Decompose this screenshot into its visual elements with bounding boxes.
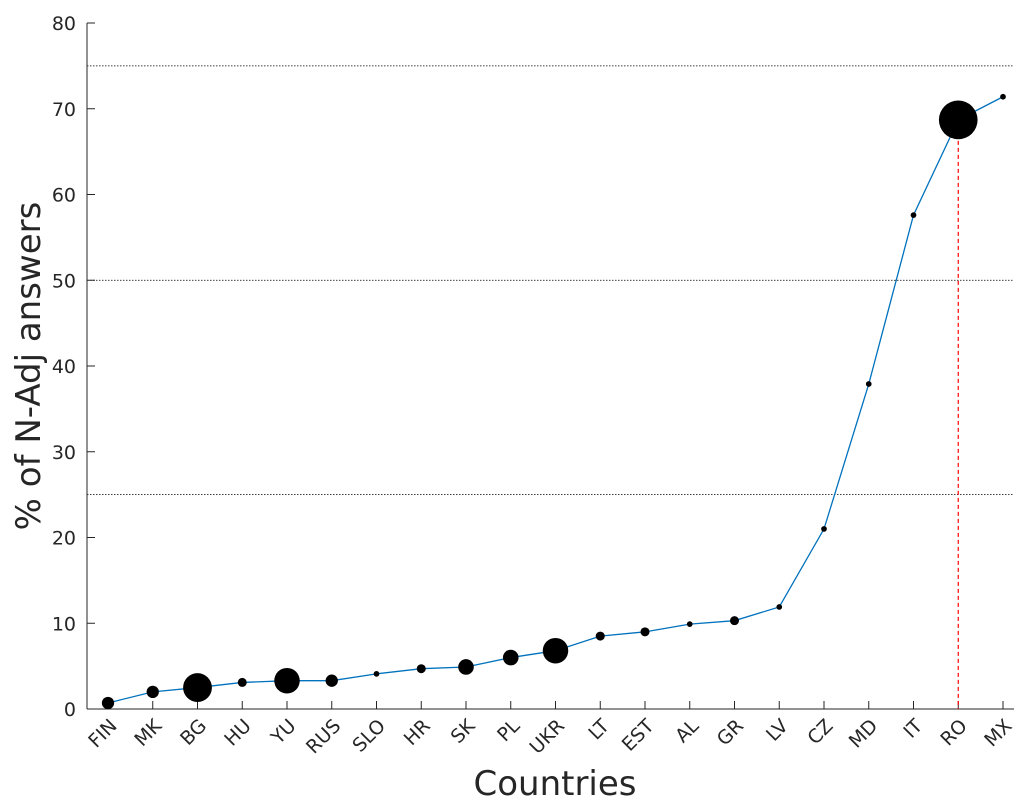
x-tick-label: UKR bbox=[525, 715, 569, 759]
y-axis-title: % of N-Adj answers bbox=[9, 202, 49, 531]
y-tick-label: 70 bbox=[52, 99, 76, 121]
series bbox=[102, 94, 1006, 709]
y-tick-label: 30 bbox=[52, 442, 76, 464]
y-tick-label: 80 bbox=[52, 13, 76, 35]
y-tick-label: 20 bbox=[52, 528, 76, 550]
data-point bbox=[458, 659, 474, 675]
data-point bbox=[543, 638, 569, 664]
x-tick-label: BG bbox=[176, 715, 211, 750]
x-tick-label: MX bbox=[980, 715, 1014, 751]
x-tick-label: LV bbox=[762, 715, 793, 746]
x-tick-label: GR bbox=[713, 715, 748, 750]
y-tick-label: 50 bbox=[52, 270, 76, 292]
data-point bbox=[238, 678, 247, 687]
x-tick-label: RUS bbox=[302, 715, 345, 758]
data-point bbox=[326, 675, 338, 687]
y-tick-label: 0 bbox=[64, 699, 76, 721]
data-point bbox=[776, 604, 782, 610]
data-point bbox=[374, 671, 380, 677]
reference-lines bbox=[87, 66, 1014, 495]
series-line bbox=[108, 97, 1003, 703]
data-point bbox=[274, 668, 300, 694]
data-point bbox=[821, 526, 827, 532]
x-tick-label: IT bbox=[899, 715, 927, 743]
x-tick-label: MK bbox=[130, 715, 166, 751]
x-tick-label: AL bbox=[671, 715, 704, 748]
x-tick-label: HR bbox=[400, 715, 435, 750]
x-tick-label: CZ bbox=[803, 715, 837, 749]
y-tick-label: 60 bbox=[52, 185, 76, 207]
data-point bbox=[687, 621, 693, 627]
x-tick-label: HU bbox=[220, 715, 255, 750]
data-point bbox=[183, 673, 212, 702]
data-point bbox=[641, 627, 650, 636]
y-axis: 0 10 20 30 40 50 60 70 80 bbox=[52, 13, 95, 721]
x-tick-label: SK bbox=[447, 715, 480, 748]
x-tick-label: LT bbox=[584, 715, 614, 745]
data-point bbox=[911, 212, 917, 218]
x-tick-label: SLO bbox=[348, 715, 390, 757]
x-axis-title: Countries bbox=[473, 764, 636, 798]
x-tick-label: FIN bbox=[84, 715, 121, 752]
data-point bbox=[596, 632, 605, 641]
x-axis: FIN MK BG HU YU RUS SLO HR SK PL UKR LT EST AL GR LV CZ M… bbox=[84, 701, 1014, 759]
x-tick-label: EST bbox=[618, 715, 659, 756]
x-tick-label: YU bbox=[266, 715, 300, 749]
y-tick-label: 40 bbox=[52, 356, 76, 378]
data-point bbox=[102, 697, 114, 709]
x-tick-label: PL bbox=[493, 715, 524, 746]
data-point bbox=[147, 686, 159, 698]
y-tick-label: 10 bbox=[52, 613, 76, 635]
data-point bbox=[503, 650, 519, 666]
x-tick-label: MD bbox=[845, 715, 882, 752]
data-point bbox=[730, 616, 739, 625]
data-point bbox=[939, 101, 978, 140]
data-point bbox=[417, 664, 426, 673]
data-point bbox=[866, 381, 872, 387]
data-point bbox=[1000, 94, 1006, 100]
x-tick-label: RO bbox=[936, 715, 971, 750]
